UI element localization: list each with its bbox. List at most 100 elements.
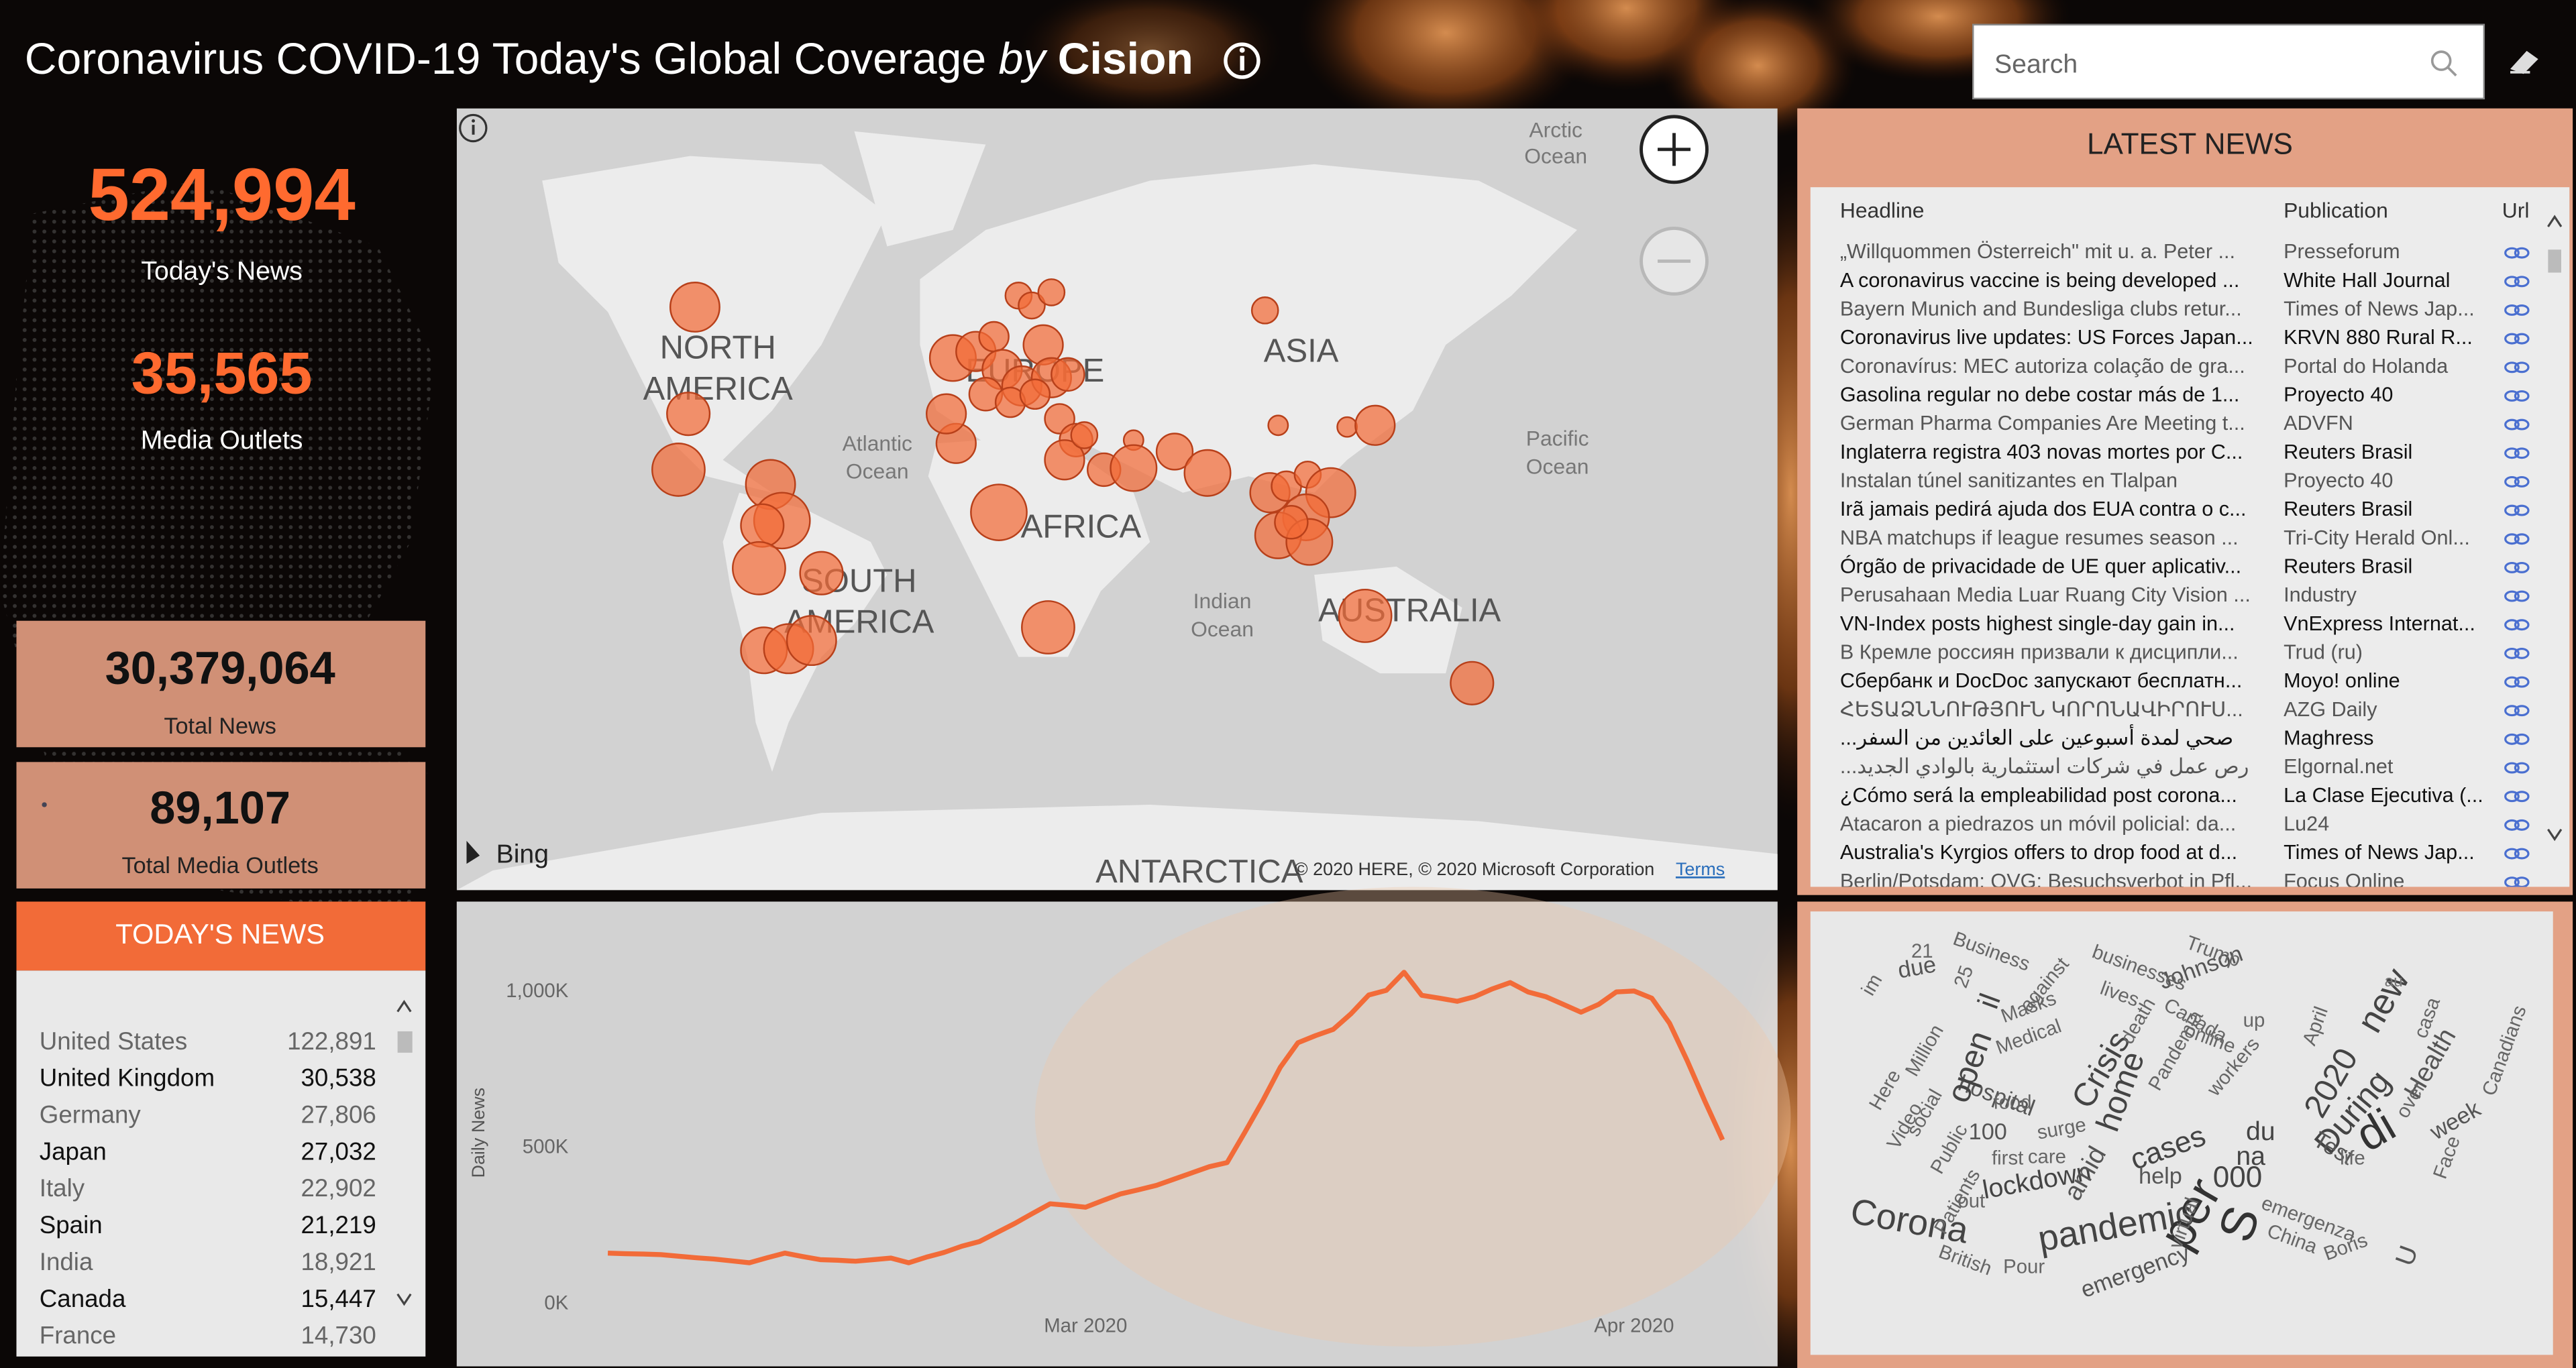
link-ring (2514, 762, 2530, 774)
publication: Proyecto 40 (2284, 384, 2393, 406)
link-icon[interactable] (2504, 475, 2530, 488)
zoom-out-button[interactable] (1640, 226, 1709, 296)
cloud-word: out (1957, 1190, 1985, 1212)
link-ring (2504, 590, 2520, 602)
map-label: NORTH (660, 330, 776, 366)
map-label: Ocean (1526, 454, 1589, 478)
link-icon[interactable] (2504, 733, 2530, 745)
kpi-label: Total Media Outlets (122, 853, 319, 878)
link-ring (2514, 590, 2530, 602)
link-ring (2514, 876, 2530, 887)
zoom-in-button[interactable] (1640, 115, 1709, 184)
y-tick-label: 1,000K (506, 980, 569, 1002)
link-ring (2504, 676, 2520, 688)
eraser-icon[interactable] (2510, 50, 2538, 74)
link-icon[interactable] (2504, 791, 2530, 803)
cloud-word: help (2139, 1163, 2182, 1189)
search-box[interactable]: Search (1972, 23, 2485, 100)
map-label: Pacific (1526, 426, 1589, 451)
link-ring (2514, 390, 2530, 402)
kpi-value: 35,565 (131, 340, 313, 406)
link-ring (2504, 848, 2520, 860)
publication: Tri-City Herald Onl... (2284, 526, 2470, 549)
link-icon[interactable] (2504, 705, 2530, 717)
link-icon[interactable] (2504, 504, 2530, 516)
link-ring (2504, 447, 2520, 459)
link-icon[interactable] (2504, 447, 2530, 459)
link-icon[interactable] (2504, 647, 2530, 659)
link-ring (2504, 504, 2520, 516)
headline: Órgão de privacidade de UE quer aplicati… (1840, 555, 2241, 578)
country-name: United States (40, 1027, 187, 1055)
map-info-icon[interactable] (459, 113, 488, 143)
panel-title: LATEST NEWS (2087, 128, 2293, 161)
scrollbar[interactable] (396, 1000, 413, 1306)
link-icon[interactable] (2504, 390, 2530, 402)
link-ring (2504, 705, 2520, 717)
country-name: Spain (40, 1211, 103, 1239)
publication: Elgornal.net (2284, 755, 2394, 778)
link-icon[interactable] (2504, 304, 2530, 316)
scrollbar[interactable] (2547, 215, 2563, 842)
link-icon[interactable] (2504, 276, 2530, 288)
link-ring (2514, 819, 2530, 831)
country-count: 14,730 (301, 1322, 376, 1349)
link-icon[interactable] (2504, 333, 2530, 345)
headline: Bayern Munich and Bundesliga clubs retur… (1840, 298, 2242, 321)
link-icon[interactable] (2504, 819, 2530, 831)
headline: Inglaterra registra 403 novas mortes por… (1840, 441, 2243, 463)
link-icon[interactable] (2504, 418, 2530, 431)
link-icon[interactable] (2504, 590, 2530, 602)
link-icon[interactable] (2504, 876, 2530, 887)
country-count: 15,447 (301, 1285, 376, 1312)
link-ring (2514, 304, 2530, 316)
table-body (16, 970, 426, 1357)
info-icon[interactable] (1224, 42, 1260, 79)
link-ring (2514, 848, 2530, 860)
link-icon[interactable] (2504, 247, 2530, 259)
link-ring (2504, 619, 2520, 631)
kpi-label: Media Outlets (141, 426, 303, 455)
link-icon[interactable] (2504, 533, 2530, 545)
headline: В Кремле россиян призвали к дисципли... (1840, 640, 2239, 663)
link-ring (2514, 333, 2530, 345)
map-bubble (1110, 444, 1158, 492)
link-ring (2504, 561, 2520, 573)
link-ring (2514, 276, 2530, 288)
publication: AZG Daily (2284, 698, 2377, 721)
map-bubble (740, 503, 785, 548)
x-tick-label: Apr 2020 (1594, 1315, 1674, 1337)
link-icon[interactable] (2504, 848, 2530, 860)
publication: Times of News Jap... (2284, 841, 2475, 864)
link-ring (2514, 447, 2530, 459)
map-bubble (978, 321, 1010, 353)
link-icon[interactable] (2504, 676, 2530, 688)
map-label: Ocean (1524, 144, 1587, 168)
line-chart: Daily News 0K 500K 1,000K Mar 2020 Apr 2020 (468, 970, 1725, 1337)
map-logo: Bing (496, 840, 549, 868)
headline: Gasolina regular no debe costar más de 1… (1840, 384, 2240, 406)
link-icon[interactable] (2504, 762, 2530, 774)
cloud-word: 000 (2213, 1161, 2263, 1194)
map-bubble (1354, 404, 1396, 446)
link-ring (2504, 418, 2520, 431)
link-ring (2504, 647, 2520, 659)
y-tick-label: 500K (523, 1136, 569, 1158)
publication: Portal do Holanda (2284, 355, 2449, 378)
map-bubble (1155, 433, 1194, 471)
link-ring (2514, 647, 2530, 659)
country-name: France (40, 1322, 116, 1349)
link-icon[interactable] (2504, 361, 2530, 374)
link-ring (2514, 475, 2530, 488)
cloud-word: au (2385, 972, 2403, 990)
map-terms[interactable]: Terms (1676, 859, 1725, 879)
headline: NBA matchups if league resumes season ..… (1840, 526, 2239, 549)
headline: ...رص عمل في شركات استثمارية بالوادي الج… (1840, 755, 2249, 779)
link-icon[interactable] (2504, 619, 2530, 631)
map-label: Ocean (1191, 617, 1254, 641)
cloud-word: first (1992, 1147, 2023, 1170)
map-bubble (1019, 378, 1051, 410)
link-icon[interactable] (2504, 561, 2530, 573)
axis-title: Daily News (468, 1088, 488, 1178)
publication: Reuters Brasil (2284, 441, 2412, 463)
